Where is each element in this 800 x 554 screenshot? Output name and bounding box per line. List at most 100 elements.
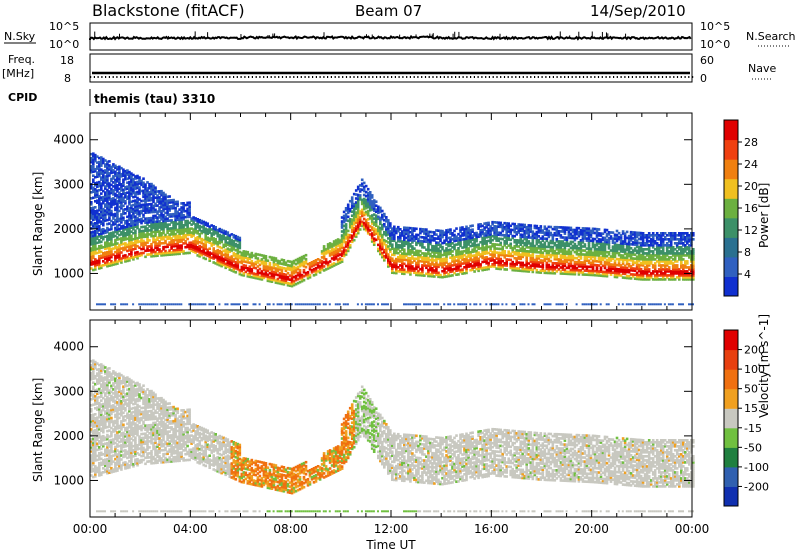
power-cell bbox=[483, 252, 486, 256]
power-cell bbox=[144, 225, 147, 229]
power-cell bbox=[138, 186, 141, 189]
power-cell bbox=[130, 252, 133, 256]
power-cell bbox=[116, 172, 119, 175]
power-cell bbox=[475, 233, 478, 237]
power-cell bbox=[134, 175, 137, 178]
power-cell bbox=[595, 303, 598, 306]
power-cell bbox=[302, 262, 306, 266]
power-cell bbox=[443, 241, 446, 245]
power-cell bbox=[551, 251, 555, 255]
power-cell bbox=[98, 172, 101, 176]
power-cell bbox=[541, 247, 545, 251]
power-cell bbox=[96, 247, 99, 251]
power-cell bbox=[106, 188, 109, 192]
power-cell bbox=[244, 256, 248, 260]
power-cell bbox=[497, 267, 501, 271]
power-cell bbox=[206, 248, 210, 252]
power-cell bbox=[268, 303, 271, 306]
nave-dot bbox=[567, 76, 569, 78]
power-cell bbox=[162, 253, 165, 257]
power-cell bbox=[224, 242, 228, 246]
power-cell bbox=[186, 215, 189, 219]
power-cell bbox=[326, 267, 330, 270]
power-cell bbox=[262, 260, 266, 264]
power-cell bbox=[322, 251, 326, 254]
power-cell bbox=[150, 303, 153, 306]
power-cell bbox=[104, 185, 107, 188]
nave-dot bbox=[135, 76, 137, 78]
power-cell bbox=[172, 226, 175, 230]
power-cell bbox=[96, 185, 99, 189]
power-cell bbox=[487, 229, 490, 233]
power-cell bbox=[455, 255, 458, 259]
power-cell bbox=[202, 252, 206, 256]
power-cell bbox=[98, 245, 101, 248]
power-cell bbox=[415, 233, 418, 237]
power-cell bbox=[316, 266, 320, 269]
power-cell bbox=[439, 237, 442, 241]
power-cell bbox=[497, 237, 501, 241]
power-cell bbox=[553, 253, 557, 257]
power-cell bbox=[479, 235, 482, 238]
power-cell bbox=[366, 195, 370, 199]
power-cell bbox=[104, 229, 107, 233]
power-cell bbox=[264, 255, 268, 258]
power-cell bbox=[543, 269, 547, 273]
power-cell bbox=[128, 210, 131, 214]
power-cell bbox=[387, 263, 390, 266]
power-cell bbox=[391, 227, 394, 230]
power-cell bbox=[142, 303, 145, 306]
power-cell bbox=[154, 202, 157, 206]
power-cell bbox=[158, 220, 161, 223]
power-cell bbox=[174, 228, 177, 232]
power-cell bbox=[130, 214, 133, 218]
power-cell bbox=[346, 209, 350, 213]
power-cell bbox=[126, 237, 129, 241]
power-cell bbox=[160, 303, 163, 306]
power-cell bbox=[529, 228, 533, 231]
power-cell bbox=[90, 255, 93, 258]
power-cell bbox=[403, 256, 406, 260]
power-cell bbox=[563, 228, 567, 231]
power-cell bbox=[178, 248, 181, 252]
power-cell bbox=[535, 254, 539, 258]
power-cell bbox=[551, 263, 555, 267]
power-cell bbox=[573, 266, 577, 270]
power-cell bbox=[104, 257, 107, 261]
power-cell bbox=[114, 226, 117, 230]
power-cell bbox=[354, 201, 358, 204]
power-cell bbox=[423, 236, 426, 239]
power-cell bbox=[128, 257, 131, 260]
power-cell bbox=[583, 263, 587, 266]
power-cell bbox=[579, 251, 583, 254]
power-cell bbox=[142, 199, 145, 203]
power-cell bbox=[168, 219, 171, 222]
power-cell bbox=[583, 231, 587, 234]
power-cell bbox=[158, 214, 161, 217]
power-cell bbox=[214, 242, 218, 245]
nave-label: Nave bbox=[748, 62, 776, 75]
power-cell bbox=[90, 237, 93, 240]
power-cell bbox=[342, 232, 346, 236]
power-cell bbox=[136, 254, 139, 258]
power-cell bbox=[136, 216, 139, 220]
power-cell bbox=[94, 167, 97, 171]
power-cell bbox=[354, 233, 358, 236]
power-cell bbox=[453, 263, 456, 267]
power-cell bbox=[336, 248, 340, 251]
power-cell bbox=[254, 303, 257, 306]
power-cell bbox=[571, 246, 575, 250]
power-cell bbox=[146, 189, 149, 192]
power-cell bbox=[505, 224, 509, 227]
power-cell bbox=[94, 206, 97, 209]
power-cell bbox=[463, 241, 466, 245]
power-cell bbox=[595, 272, 599, 275]
power-cell bbox=[427, 258, 430, 262]
power-cell bbox=[210, 224, 214, 227]
power-cell bbox=[110, 241, 113, 245]
power-cell bbox=[132, 303, 135, 306]
power-cell bbox=[110, 177, 113, 181]
power-cell bbox=[501, 263, 505, 267]
power-cell bbox=[276, 259, 280, 263]
power-cell bbox=[525, 258, 529, 261]
